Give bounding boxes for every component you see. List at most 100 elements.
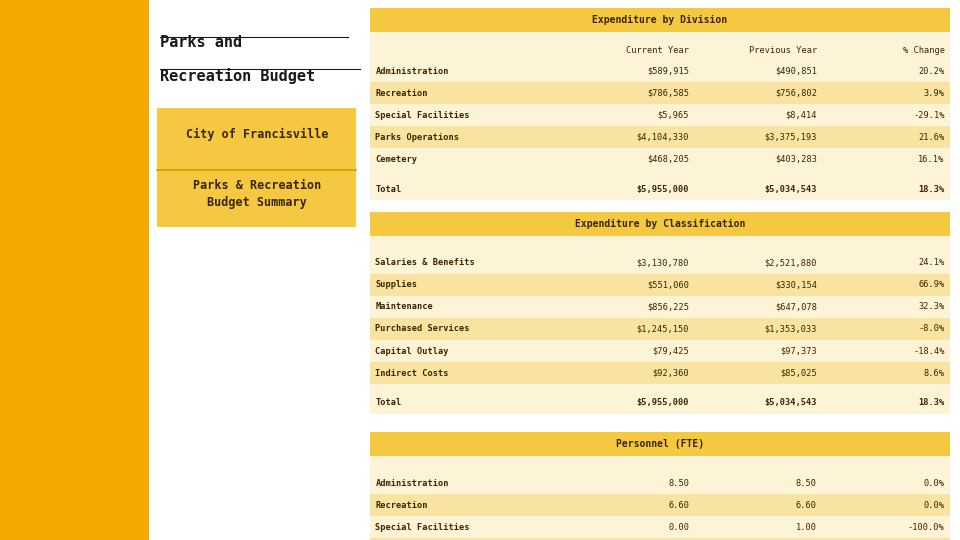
Bar	[370, 236, 950, 244]
Text: $92,360: $92,360	[652, 368, 689, 377]
Text: $5,955,000: $5,955,000	[636, 398, 689, 407]
Bar	[370, 516, 950, 538]
Text: Current Year: Current Year	[626, 46, 689, 55]
Text: $403,283: $403,283	[775, 155, 817, 164]
Text: 18.3%: 18.3%	[919, 398, 945, 407]
Text: Personnel (FTE): Personnel (FTE)	[616, 440, 704, 449]
Text: -29.1%: -29.1%	[913, 111, 945, 120]
Bar	[370, 40, 950, 60]
Text: Expenditure by Division: Expenditure by Division	[592, 15, 728, 25]
Text: Indirect Costs: Indirect Costs	[375, 368, 449, 377]
Bar	[370, 252, 950, 274]
Bar	[370, 414, 950, 433]
Bar	[370, 200, 950, 212]
Text: -18.4%: -18.4%	[913, 347, 945, 355]
Bar	[370, 178, 950, 200]
Bar	[370, 126, 950, 149]
Bar	[370, 433, 950, 456]
Bar	[370, 244, 950, 252]
Bar	[370, 465, 950, 472]
Bar	[370, 472, 950, 495]
Text: $468,205: $468,205	[647, 155, 689, 164]
Bar	[370, 362, 950, 384]
Text: $786,585: $786,585	[647, 89, 689, 98]
Text: Administration: Administration	[375, 67, 449, 76]
Text: Total: Total	[375, 185, 401, 194]
Text: $330,154: $330,154	[775, 280, 817, 289]
Text: -8.0%: -8.0%	[919, 325, 945, 334]
Text: Parks & Recreation
Budget Summary: Parks & Recreation Budget Summary	[193, 179, 321, 208]
Text: 0.0%: 0.0%	[924, 501, 945, 510]
Text: Maintenance: Maintenance	[375, 302, 433, 312]
Text: Capital Outlay: Capital Outlay	[375, 347, 449, 355]
Text: $8,414: $8,414	[785, 111, 817, 120]
Text: Recreation Budget: Recreation Budget	[159, 68, 315, 84]
Text: $3,375,193: $3,375,193	[764, 133, 817, 142]
Text: 16.1%: 16.1%	[919, 155, 945, 164]
Bar	[370, 495, 950, 516]
Bar	[370, 538, 950, 540]
Bar	[370, 384, 950, 392]
Text: 8.50: 8.50	[796, 479, 817, 488]
Bar	[370, 212, 950, 236]
Text: 0.0%: 0.0%	[924, 479, 945, 488]
Text: 32.3%: 32.3%	[919, 302, 945, 312]
Text: $3,130,780: $3,130,780	[636, 259, 689, 267]
Text: $85,025: $85,025	[780, 368, 817, 377]
Text: -100.0%: -100.0%	[908, 523, 945, 532]
Text: $5,034,543: $5,034,543	[764, 185, 817, 194]
Text: 6.60: 6.60	[796, 501, 817, 510]
Text: Cemetery: Cemetery	[375, 155, 418, 164]
Text: City of Francisville: City of Francisville	[185, 127, 328, 141]
Bar	[370, 171, 950, 178]
Bar	[370, 296, 950, 318]
Bar	[370, 456, 950, 465]
Bar	[370, 32, 950, 40]
Text: Recreation: Recreation	[375, 501, 428, 510]
Text: $756,802: $756,802	[775, 89, 817, 98]
Text: Parks Operations: Parks Operations	[375, 133, 460, 142]
Text: Supplies: Supplies	[375, 280, 418, 289]
Text: Expenditure by Classification: Expenditure by Classification	[575, 219, 745, 229]
Text: $490,851: $490,851	[775, 67, 817, 76]
Text: $856,225: $856,225	[647, 302, 689, 312]
Text: % Change: % Change	[902, 46, 945, 55]
Text: 21.6%: 21.6%	[919, 133, 945, 142]
Text: Salaries & Benefits: Salaries & Benefits	[375, 259, 475, 267]
Bar	[370, 274, 950, 296]
Text: 6.60: 6.60	[668, 501, 689, 510]
Bar	[370, 148, 950, 171]
Text: 18.3%: 18.3%	[919, 185, 945, 194]
FancyBboxPatch shape	[157, 108, 356, 227]
Text: $5,965: $5,965	[658, 111, 689, 120]
Text: 24.1%: 24.1%	[919, 259, 945, 267]
Bar	[370, 60, 950, 82]
Bar	[370, 82, 950, 104]
Text: 8.6%: 8.6%	[924, 368, 945, 377]
Bar	[370, 340, 950, 362]
Text: 20.2%: 20.2%	[919, 67, 945, 76]
Text: Administration: Administration	[375, 479, 449, 488]
Bar	[370, 8, 950, 32]
Text: $1,245,150: $1,245,150	[636, 325, 689, 334]
Text: Special Facilities: Special Facilities	[375, 111, 469, 120]
Text: Purchased Services: Purchased Services	[375, 325, 469, 334]
Text: $1,353,033: $1,353,033	[764, 325, 817, 334]
Text: $551,060: $551,060	[647, 280, 689, 289]
Text: 8.50: 8.50	[668, 479, 689, 488]
Text: Special Facilities: Special Facilities	[375, 523, 469, 532]
Text: 0.00: 0.00	[668, 523, 689, 532]
Text: Recreation: Recreation	[375, 89, 428, 98]
Text: $589,915: $589,915	[647, 67, 689, 76]
Text: 3.9%: 3.9%	[924, 89, 945, 98]
Text: $4,104,330: $4,104,330	[636, 133, 689, 142]
Bar	[370, 392, 950, 414]
Bar	[370, 318, 950, 340]
Text: $97,373: $97,373	[780, 347, 817, 355]
Text: Previous Year: Previous Year	[749, 46, 817, 55]
Text: $79,425: $79,425	[652, 347, 689, 355]
Text: $5,955,000: $5,955,000	[636, 185, 689, 194]
Text: $647,078: $647,078	[775, 302, 817, 312]
Text: Parks and: Parks and	[159, 35, 242, 50]
Text: 1.00: 1.00	[796, 523, 817, 532]
